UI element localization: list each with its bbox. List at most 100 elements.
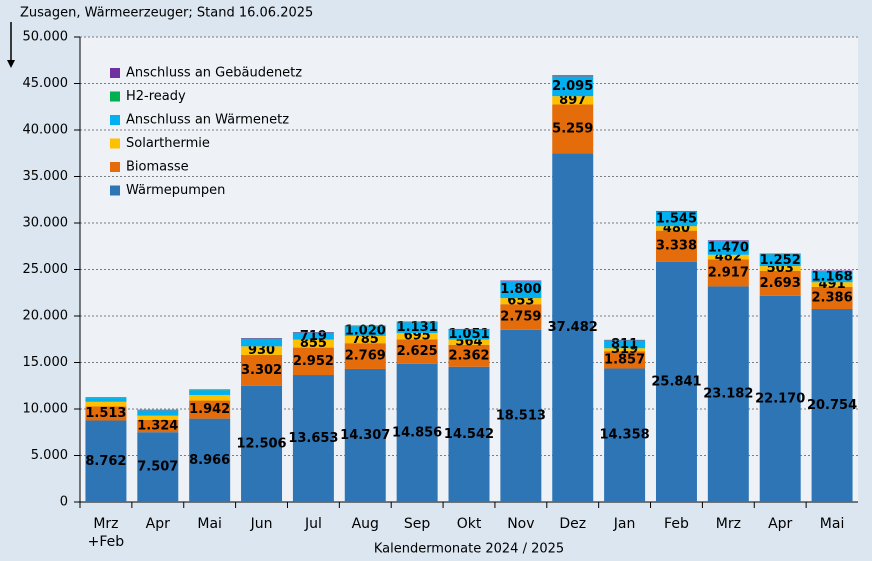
value-label: 930: [248, 343, 275, 358]
value-label: 2.362: [448, 348, 489, 363]
value-label: 2.095: [552, 79, 593, 94]
x-tick-label: Jul: [304, 516, 322, 532]
y-tick-label: 15.000: [23, 355, 69, 370]
legend-label: Biomasse: [126, 160, 189, 175]
value-label: 14.856: [392, 425, 442, 440]
bar-segment: [759, 295, 801, 502]
value-label: 5.259: [552, 121, 593, 136]
value-label: 13.653: [288, 431, 338, 446]
value-label: 2.917: [708, 265, 749, 280]
y-tick-label: 20.000: [23, 309, 69, 324]
value-label: 3.338: [656, 239, 697, 254]
bar-segment: [448, 344, 490, 367]
legend-label: Anschluss an Wärmenetz: [126, 113, 289, 128]
bar-segment: [85, 398, 127, 402]
value-label: 14.307: [340, 428, 390, 443]
bar-segment: [241, 354, 283, 386]
bar-segment: [292, 347, 334, 376]
value-label: 897: [559, 93, 586, 108]
legend-label: Solarthermie: [126, 136, 210, 151]
bar-segment: [655, 210, 697, 212]
bar-segment: [292, 375, 334, 502]
value-label: 20.754: [807, 398, 857, 413]
value-label: 2.759: [500, 309, 541, 324]
legend-swatch: [110, 185, 120, 196]
y-tick-label: 30.000: [23, 216, 69, 231]
bar-segment: [344, 326, 386, 336]
value-label: 2.693: [760, 276, 801, 291]
x-tick-label: Mai: [819, 516, 845, 532]
value-label: 2.625: [397, 344, 438, 359]
y-tick-label: 10.000: [23, 402, 69, 417]
bar-segment: [604, 339, 646, 341]
bar-segment: [85, 420, 127, 502]
bar-segment: [85, 397, 127, 398]
bar-segment: [811, 271, 853, 283]
value-label: 855: [300, 336, 327, 351]
bar-segment: [707, 286, 749, 502]
x-tick-label: Okt: [456, 516, 482, 532]
value-label: 2.769: [345, 349, 386, 364]
bar-segment: [292, 332, 334, 333]
bar-segment: [552, 96, 594, 105]
bar-segment: [655, 230, 697, 262]
bar-segment: [137, 419, 179, 433]
legend-swatch: [110, 91, 120, 102]
bar-segment: [707, 259, 749, 287]
bar-segment: [655, 261, 697, 502]
bar-segment: [241, 346, 283, 355]
bar-segment: [707, 254, 749, 260]
x-tick-label: Jun: [250, 516, 273, 532]
bar-segment: [344, 343, 386, 369]
bar-segment: [189, 400, 231, 419]
bar-segment: [292, 339, 334, 348]
bar-segment: [448, 329, 490, 340]
value-label: 719: [300, 329, 327, 344]
bar-segment: [500, 281, 542, 299]
value-label: 1.324: [137, 419, 178, 434]
value-label: 2.386: [812, 290, 853, 305]
bar-segment: [500, 304, 542, 330]
bar-segment: [759, 270, 801, 296]
bar-segment: [552, 104, 594, 154]
bar-segment: [241, 338, 283, 347]
bar-segment: [604, 368, 646, 502]
value-label: 18.513: [496, 408, 546, 423]
bar-segment: [500, 280, 542, 282]
bar-segment: [604, 348, 646, 352]
x-tick-label: Mrz +Feb: [87, 516, 125, 550]
value-label: 1.470: [708, 240, 749, 255]
value-label: 1.800: [500, 282, 541, 297]
bar-segment: [292, 332, 334, 340]
arrow-head: [7, 60, 15, 68]
value-label: 1.545: [656, 211, 697, 226]
value-label: 1.131: [397, 320, 438, 335]
value-label: 1.020: [345, 324, 386, 339]
x-tick-label: Sep: [403, 516, 431, 532]
value-label: 23.182: [703, 387, 753, 402]
bar-segment: [707, 241, 749, 255]
bar-segment: [137, 415, 179, 420]
value-label: 14.358: [600, 428, 650, 443]
legend-label: Anschluss an Gebäudenetz: [126, 66, 302, 81]
x-tick-label: Apr: [145, 516, 170, 532]
value-label: 1.857: [604, 352, 645, 367]
y-tick-label: 50.000: [23, 30, 69, 45]
bar-segment: [759, 253, 801, 255]
bar-segment: [707, 240, 749, 241]
chart-title: Zusagen, Wärmeerzeuger; Stand 16.06.2025: [20, 6, 313, 21]
bar-segment: [552, 75, 594, 77]
bar-segment: [500, 298, 542, 305]
bar-segment: [344, 325, 386, 327]
x-tick-label: Dez: [559, 516, 587, 532]
bar-segment: [759, 254, 801, 267]
bar-segment: [448, 339, 490, 345]
value-label: 8.762: [85, 454, 126, 469]
y-tick-label: 40.000: [23, 123, 69, 138]
bar-segment: [189, 389, 231, 391]
bar-segment: [189, 394, 231, 401]
bar-segment: [189, 390, 231, 395]
bar-segment: [655, 211, 697, 227]
